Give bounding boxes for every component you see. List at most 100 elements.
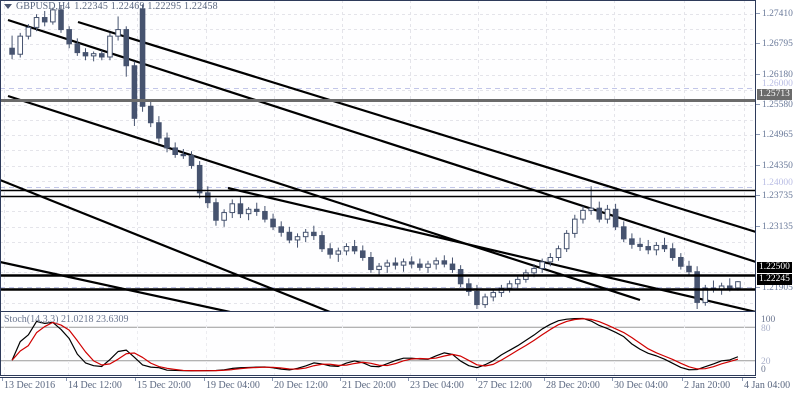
candle-body [196, 164, 203, 194]
price-axis-tick: 1.24965 [756, 130, 793, 140]
time-axis-top-border [0, 377, 756, 378]
candle-body [25, 26, 32, 37]
price-axis-tick: 1.26180 [756, 70, 793, 80]
candle-body [604, 208, 611, 220]
candle-body [262, 210, 268, 220]
time-axis-tick-mark [612, 378, 613, 381]
candle-body [661, 244, 668, 250]
time-axis-label: 15 Dec 20:00 [137, 380, 191, 391]
price-axis-tick-label: 1.21905 [762, 283, 793, 293]
mid-channel[interactable] [227, 186, 756, 312]
indicator-axis-label: 0 [761, 365, 766, 375]
price-axis-tick-label: 1.23735 [762, 191, 793, 201]
candle-body [139, 8, 146, 107]
price-axis-tick: 1.25580 [756, 100, 793, 110]
price-axis-tick-label: 1.24000 [762, 178, 793, 188]
time-axis[interactable]: 13 Dec 2016 14 Dec 12:00 15 Dec 20:00 19 De… [0, 377, 800, 400]
candle-body [90, 53, 97, 57]
candle-body [50, 9, 56, 23]
price-axis-highlight-label[interactable]: 1.25713 [757, 89, 792, 100]
time-axis-label: 14 Dec 12:00 [68, 380, 122, 391]
candle-body [302, 231, 309, 238]
price-axis-tick-label: 1.24350 [762, 161, 793, 171]
candle-body [335, 250, 342, 255]
price-axis-tick: 1.24350 [756, 161, 793, 171]
candle-body [449, 263, 456, 271]
candle-body [612, 208, 619, 228]
candle-body [351, 246, 358, 252]
candle-body [368, 256, 374, 271]
price-axis-tick: 1.21905 [756, 283, 793, 293]
candle-body [441, 260, 448, 265]
price-axis[interactable]: 1.27410 1.26795 1.26180 1.26000 1.25580 1.249… [755, 0, 800, 376]
axis-tick-mark [756, 165, 760, 166]
symbol-label: GBPUSD,H4 [16, 1, 71, 12]
time-axis-label: 28 Dec 20:00 [546, 380, 600, 391]
upper-channel-2[interactable] [7, 94, 641, 302]
stochastic-canvas[interactable] [0, 313, 756, 375]
symbol-header[interactable]: GBPUSD,H4 1.22345 1.22469 1.22295 1.2245… [4, 1, 218, 12]
candle-body [539, 261, 545, 269]
time-axis-label: 21 Dec 20:00 [342, 380, 396, 391]
axis-tick-mark [756, 13, 760, 14]
price-axis-tick-label: 1.25580 [762, 100, 793, 110]
candle-body [637, 243, 643, 248]
time-axis-tick-mark [204, 378, 205, 381]
candle-body [343, 246, 350, 252]
candle-body [425, 263, 431, 268]
price-axis-tick: 1.26000 [762, 79, 793, 89]
price-axis-tick-label: 1.23135 [762, 222, 793, 232]
axis-tick-mark [756, 287, 760, 288]
chart-left-border [0, 0, 1, 376]
candle-body [286, 231, 293, 241]
time-axis-tick-mark [66, 378, 67, 381]
candle-body [205, 192, 211, 204]
lower-channel-2[interactable] [0, 260, 231, 312]
time-axis-label: 20 Dec 12:00 [274, 380, 328, 391]
price-axis-tick-label: 1.26000 [762, 79, 793, 89]
candle-body [164, 137, 170, 149]
price-axis-highlight-label[interactable]: 1.22245 [757, 274, 792, 285]
candle-body [547, 256, 554, 263]
candle-body [694, 271, 700, 303]
pane-divider [0, 311, 756, 312]
time-axis-tick-mark [544, 378, 545, 381]
candle-body [270, 218, 276, 228]
price-chart-canvas[interactable] [0, 0, 756, 312]
price-pane-background [0, 0, 756, 312]
upper-channel-1[interactable] [7, 18, 756, 264]
horizontal-level-group [0, 99, 756, 291]
axis-tick-mark [756, 43, 760, 44]
candle-body [237, 203, 244, 215]
candle-body [221, 212, 227, 221]
indicator-axis-label: 100 [761, 315, 776, 325]
candle-body [514, 278, 521, 285]
candle-body [645, 246, 651, 251]
chevron-down-icon[interactable] [4, 4, 12, 9]
stochastic-indicator-pane[interactable] [0, 313, 756, 375]
candle-body [596, 207, 603, 220]
price-axis-tick: 1.23135 [756, 222, 793, 232]
axis-tick-mark [756, 104, 760, 105]
candle-body [482, 296, 488, 306]
price-axis-tick: 1.24000 [762, 178, 793, 188]
candle-body [180, 153, 187, 157]
candle-body [555, 248, 562, 258]
time-axis-label: 2 Jan 20:00 [684, 380, 731, 391]
candle-body [563, 232, 570, 250]
candle-body [490, 292, 497, 298]
stochastic-k-line [11, 317, 739, 372]
candle-body [66, 29, 72, 45]
price-axis-highlight-label[interactable]: 1.22500 [757, 262, 792, 273]
time-axis-label: 23 Dec 04:00 [410, 380, 464, 391]
price-axis-tick: 1.27410 [756, 9, 793, 19]
price-axis-tick-label: 1.27410 [762, 9, 793, 19]
candlestick-series [9, 4, 741, 309]
candle-body [580, 209, 586, 220]
candle-body [629, 238, 635, 245]
candle-body [17, 35, 24, 55]
time-axis-tick-mark [272, 378, 273, 381]
candle-body [213, 202, 219, 221]
price-chart-pane[interactable] [0, 0, 756, 312]
